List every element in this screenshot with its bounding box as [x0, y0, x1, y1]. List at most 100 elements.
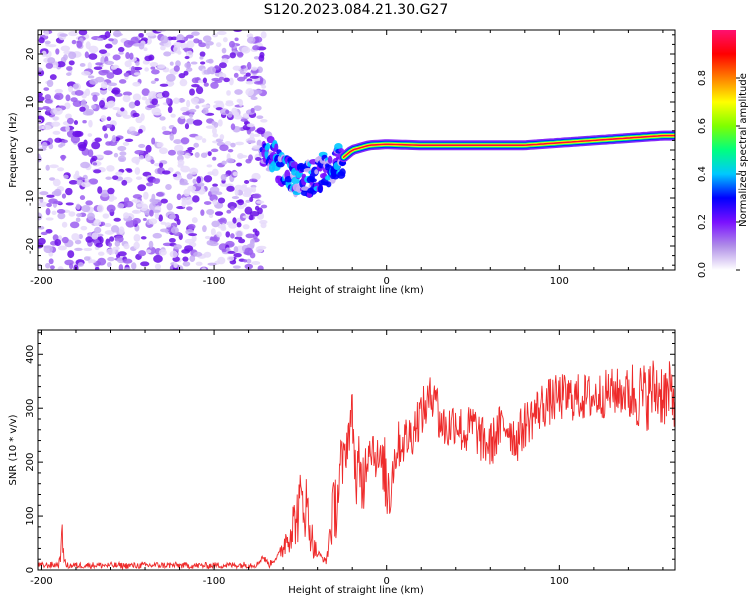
- spectrogram-noise-blob: [172, 267, 179, 270]
- spectrogram-noise-blob: [44, 30, 49, 37]
- spectrogram-noise-blob: [230, 142, 236, 148]
- spectrogram-noise-blob: [123, 212, 130, 219]
- spectrogram-noise-blob: [252, 228, 258, 233]
- spectrogram-noise-blob: [148, 218, 158, 225]
- spectrogram-noise-blob: [41, 124, 52, 131]
- spectrogram-noise-blob: [104, 223, 112, 228]
- spectrogram-noise-blob: [252, 45, 260, 51]
- spectrogram-noise-blob: [154, 77, 159, 82]
- spectrogram-noise-blob: [250, 96, 258, 101]
- spectrogram-noise-blob: [91, 141, 101, 150]
- spectrogram-noise-blob: [159, 228, 169, 233]
- spectrogram-noise-blob: [48, 198, 58, 204]
- spectrogram-noise-blob: [191, 77, 200, 84]
- spectrogram-noise-blob: [173, 45, 181, 54]
- snr-x-axis-label: Height of straight line (km): [288, 585, 424, 596]
- colorbar-ticks: 0.0 0.2 0.4 0.6 0.8: [697, 70, 740, 278]
- spectrogram-noise-blob: [251, 172, 261, 181]
- spectrogram-noise-blob: [134, 167, 141, 175]
- y-tick-label: 0: [25, 147, 36, 153]
- spectrogram-noise-blob: [161, 126, 167, 131]
- spectrogram-noise-blob: [255, 157, 262, 161]
- spectrogram-noise-blob: [106, 165, 115, 172]
- y-tick-label: -20: [25, 238, 36, 254]
- spectrogram-noise-blob: [133, 233, 141, 242]
- spectrogram-noise-blob: [149, 62, 159, 67]
- spectrogram-noise-blob: [158, 214, 163, 222]
- spectrogram-noise-blob: [162, 130, 172, 136]
- spectrogram-x-axis-label: Height of straight line (km): [288, 285, 424, 296]
- spectrogram-noise-blob: [165, 184, 172, 191]
- spectrogram-noise-blob: [191, 31, 200, 36]
- spectrogram-noise-blob: [205, 125, 215, 129]
- spectrogram-noise-blob: [173, 244, 182, 250]
- spectrogram-noise-blob: [175, 60, 181, 67]
- spectrogram-noise-blob: [190, 97, 200, 103]
- x-tick-label: 0: [384, 576, 390, 587]
- spectrogram-noise-blob: [83, 256, 91, 261]
- spectrogram-noise-blob: [159, 116, 166, 121]
- spectrogram-noise-blob: [83, 247, 93, 252]
- spectrogram-noise-blob: [156, 93, 164, 98]
- spectrogram-noise-blob: [89, 78, 99, 85]
- spectrogram-noise-blob: [168, 81, 175, 86]
- spectrogram-noise-blob: [245, 199, 251, 203]
- spectrogram-noise-blob: [69, 221, 80, 229]
- spectrogram-noise-blob: [254, 205, 260, 211]
- spectrogram-noise-blob: [198, 42, 207, 48]
- spectrogram-noise-blob: [122, 258, 133, 264]
- spectrogram-noise-blob: [217, 256, 226, 265]
- spectrogram-noise-blob: [53, 188, 62, 197]
- spectrogram-noise-blob: [217, 218, 226, 223]
- spectrogram-noise-blob: [199, 61, 206, 65]
- spectrogram-noise-blob: [68, 180, 78, 185]
- spectrogram-x-ticks: -200 -100 0 100: [30, 30, 664, 287]
- spectrogram-noise-blob: [104, 60, 115, 66]
- spectrogram-noise-blob: [57, 245, 67, 251]
- x-tick-label: -200: [30, 576, 53, 587]
- spectrogram-noise-blob: [236, 230, 243, 238]
- spectrogram-noise-blob: [111, 134, 117, 143]
- spectrogram-noise-blob: [189, 255, 196, 262]
- spectrogram-noise-blob: [185, 201, 191, 206]
- spectrogram-noise-blob: [165, 73, 176, 82]
- colorbar-tick-label: 0.6: [697, 118, 708, 134]
- spectrogram-noise-blob: [96, 37, 104, 42]
- spectrogram-noise-blob: [201, 104, 211, 108]
- spectrogram-noise-blob: [117, 203, 125, 209]
- spectrogram-noise-blob: [67, 250, 75, 259]
- spectrogram-noise-blob: [87, 75, 95, 79]
- spectrogram-noise-blob: [122, 141, 130, 146]
- spectrogram-noise-blob: [140, 261, 150, 267]
- spectrogram-noise-blob: [221, 47, 227, 54]
- spectrogram-noise-blob: [234, 184, 243, 190]
- spectrogram-noise-blob: [45, 208, 51, 216]
- spectrogram-noise-blob: [201, 138, 207, 143]
- spectrogram-noise-blob: [189, 88, 195, 96]
- spectrogram-noise-blob: [138, 32, 144, 38]
- spectrogram-noise-blob: [240, 65, 247, 69]
- spectrogram-noise-blob: [212, 33, 218, 38]
- spectrogram-noise-blob: [118, 79, 127, 84]
- spectrogram-noise-blob: [60, 45, 71, 52]
- spectrogram-noise-blob: [107, 256, 115, 262]
- spectrogram-y-axis-label: Frequency (Hz): [8, 112, 19, 188]
- spectrogram-noise-blob: [92, 162, 98, 166]
- spectrogram-noise-blob: [45, 217, 54, 221]
- spectrogram-noise-blob: [233, 72, 239, 78]
- spectrogram-noise-blob: [238, 238, 246, 244]
- spectrogram-noise-blob: [188, 233, 198, 237]
- spectrogram-noise-blob: [167, 149, 176, 156]
- spectrogram-noise-blob: [100, 115, 107, 122]
- spectrogram-signal-blob: [339, 168, 346, 177]
- spectrogram-noise-blob: [252, 193, 262, 199]
- spectrogram-noise-blob: [96, 233, 104, 237]
- spectrogram-noise-blob: [84, 51, 89, 59]
- spectrogram-noise-blob: [260, 118, 268, 123]
- spectrogram-noise-blob: [48, 143, 54, 150]
- spectrogram-noise-blob: [229, 52, 236, 59]
- spectrogram-noise-blob: [179, 78, 188, 87]
- spectrogram-noise-blob: [246, 123, 255, 128]
- spectrogram-noise-blob: [39, 191, 49, 196]
- spectrogram-noise-blob: [68, 85, 74, 93]
